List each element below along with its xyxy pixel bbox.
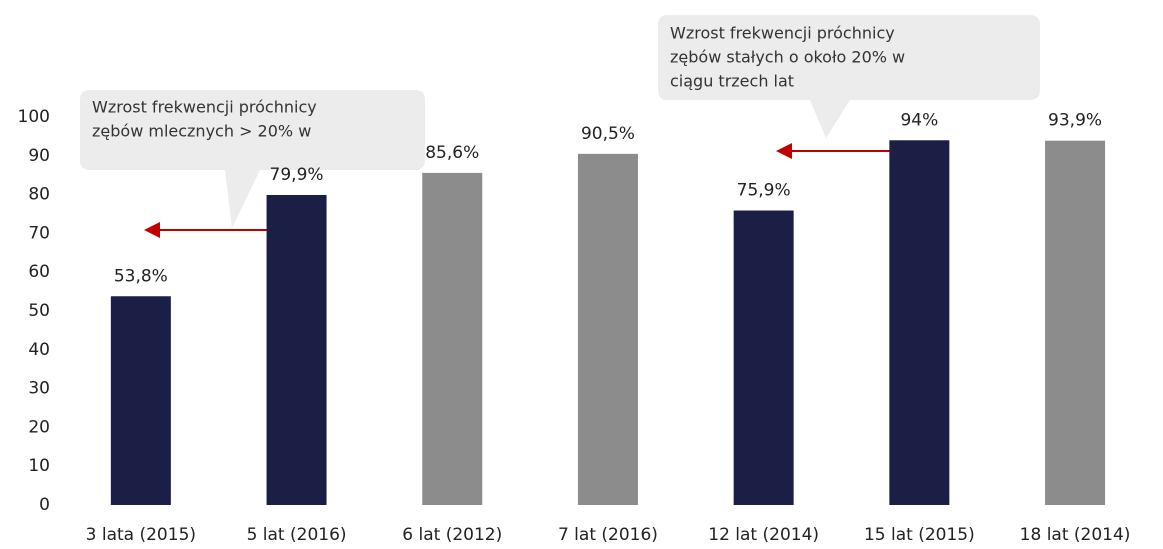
x-tick-label: 18 lat (2014) bbox=[1020, 525, 1131, 545]
annotation: Wzrost frekwencji próchnicy bbox=[92, 98, 317, 117]
y-tick-label: 50 bbox=[28, 301, 50, 321]
bar bbox=[266, 194, 327, 505]
y-tick-label: 80 bbox=[28, 185, 50, 205]
annotation: zębów mlecznych > 20% w bbox=[92, 122, 311, 141]
callout-box bbox=[80, 90, 425, 228]
value-label: 94% bbox=[900, 110, 938, 130]
bar bbox=[110, 296, 171, 505]
value-label: 90,5% bbox=[581, 124, 635, 144]
x-tick-label: 7 lat (2016) bbox=[558, 525, 658, 545]
x-tick-label: 3 lata (2015) bbox=[86, 525, 196, 545]
y-tick-label: 10 bbox=[28, 456, 50, 476]
y-tick-label: 30 bbox=[28, 379, 50, 399]
x-tick-label: 6 lat (2012) bbox=[402, 525, 502, 545]
annotation: ciągu trzech lat bbox=[670, 72, 794, 91]
value-label: 85,6% bbox=[425, 143, 479, 163]
bar bbox=[889, 140, 950, 505]
value-label: 93,9% bbox=[1048, 111, 1102, 131]
x-tick-label: 5 lat (2016) bbox=[247, 525, 347, 545]
value-label: 53,8% bbox=[114, 266, 168, 286]
value-label: 75,9% bbox=[737, 181, 791, 201]
y-tick-label: 40 bbox=[28, 340, 50, 360]
y-tick-label: 70 bbox=[28, 223, 50, 243]
annotation: Wzrost frekwencji próchnicy bbox=[670, 24, 895, 43]
annotation: zębów stałych o około 20% w bbox=[670, 48, 905, 67]
bar bbox=[577, 153, 638, 506]
y-tick-label: 20 bbox=[28, 417, 50, 437]
bar bbox=[422, 172, 483, 505]
bar bbox=[733, 210, 794, 505]
y-tick-label: 90 bbox=[28, 146, 50, 166]
bar bbox=[1045, 140, 1106, 505]
value-label: 79,9% bbox=[270, 165, 324, 185]
y-tick-label: 0 bbox=[39, 495, 50, 515]
x-tick-label: 15 lat (2015) bbox=[864, 525, 975, 545]
y-tick-label: 60 bbox=[28, 262, 50, 282]
y-tick-label: 100 bbox=[18, 107, 50, 127]
callout-box bbox=[658, 15, 1040, 138]
x-tick-label: 12 lat (2014) bbox=[708, 525, 819, 545]
